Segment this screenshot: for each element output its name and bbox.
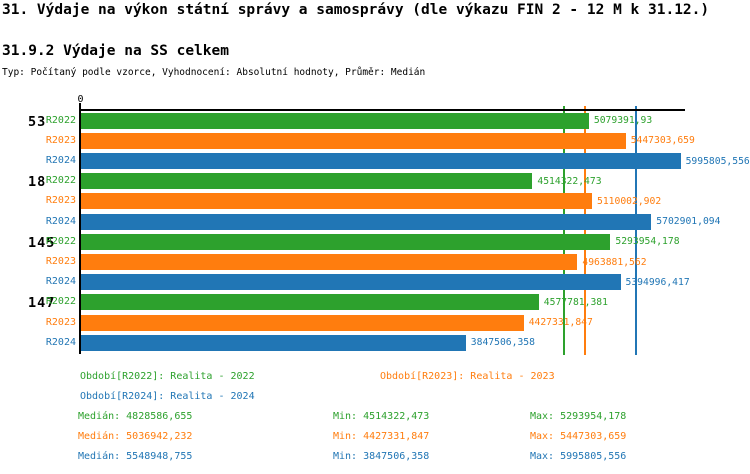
stat-min-r2023: Min: 4427331,847 [333, 431, 430, 442]
series-row-label: R2022 [45, 114, 76, 126]
x-axis-zero-tick [79, 103, 81, 110]
bar-53-r2023 [81, 132, 626, 149]
bar-18-r2023 [81, 193, 592, 210]
bar-18-r2024 [81, 213, 652, 230]
bar-value-label: 5110002,902 [597, 195, 662, 207]
bar-value-label: 3847506,358 [470, 337, 535, 349]
bar-18-r2022 [81, 173, 533, 190]
category-label: 147 [28, 295, 56, 312]
x-axis-zero-label: 0 [77, 94, 84, 105]
median-line-r2024 [634, 106, 637, 355]
series-row-label: R2022 [45, 296, 76, 308]
chart-subtitle: 31.9.2 Výdaje na SS celkem [2, 43, 229, 59]
stat-max-r2022: Max: 5293954,178 [530, 411, 627, 422]
category-label: 18 [28, 174, 47, 191]
median-line-r2022 [562, 106, 565, 355]
bar-147-r2023 [81, 314, 524, 331]
series-row-label: R2023 [45, 256, 76, 267]
bar-value-label: 5995805,556 [685, 155, 750, 167]
bar-145-r2024 [81, 274, 621, 291]
bar-value-label: 4514322,473 [537, 175, 602, 187]
bar-value-label: 4427331,847 [528, 317, 593, 329]
stat-min-r2024: Min: 3847506,358 [333, 451, 430, 462]
series-row-label: R2023 [45, 195, 76, 207]
category-label: 53 [28, 113, 47, 130]
bar-147-r2024 [81, 334, 466, 351]
bar-value-label: 5447303,659 [630, 135, 695, 147]
x-axis-line [79, 109, 685, 111]
legend-item-r2022: Období[R2022]: Realita - 2022 [80, 371, 255, 382]
bar-value-label: 5394996,417 [625, 276, 690, 288]
legend-item-r2023: Období[R2023]: Realita - 2023 [380, 371, 555, 382]
bar-145-r2023 [81, 254, 578, 270]
legend-item-r2024: Období[R2024]: Realita - 2024 [80, 391, 255, 402]
category-label: 145 [28, 234, 56, 251]
median-line-r2023 [583, 106, 586, 355]
page-title: 31. Výdaje na výkon státní správy a samo… [2, 2, 710, 18]
series-row-label: R2023 [45, 134, 76, 146]
bar-53-r2024 [81, 153, 681, 170]
chart-meta-line: Typ: Počítaný podle vzorce, Vyhodnocení:… [2, 67, 426, 78]
stat-min-r2022: Min: 4514322,473 [333, 411, 430, 422]
series-row-label: R2022 [45, 235, 76, 247]
series-row-label: R2024 [45, 155, 76, 167]
series-row-label: R2024 [45, 215, 76, 227]
bar-145-r2022 [81, 233, 611, 250]
y-axis-line [79, 109, 81, 354]
bar-value-label: 5079391,93 [593, 115, 653, 126]
series-row-label: R2022 [45, 175, 76, 187]
stat-median-r2024: Medián: 5548948,755 [78, 451, 193, 462]
series-row-label: R2024 [45, 336, 76, 348]
series-row-label: R2024 [45, 276, 76, 288]
series-row-label: R2023 [45, 316, 76, 328]
stat-max-r2023: Max: 5447303,659 [530, 431, 627, 442]
bar-value-label: 5702901,094 [656, 216, 721, 228]
bar-value-label: 4963881,562 [582, 256, 647, 268]
stat-median-r2023: Medián: 5036942,232 [78, 431, 193, 442]
bar-147-r2022 [81, 294, 539, 311]
bar-53-r2022 [81, 112, 589, 129]
bar-value-label: 5293954,178 [615, 236, 680, 248]
stat-max-r2024: Max: 5995805,556 [530, 451, 627, 462]
bar-value-label: 4577781,381 [543, 296, 608, 308]
stat-median-r2022: Medián: 4828586,655 [78, 411, 193, 422]
